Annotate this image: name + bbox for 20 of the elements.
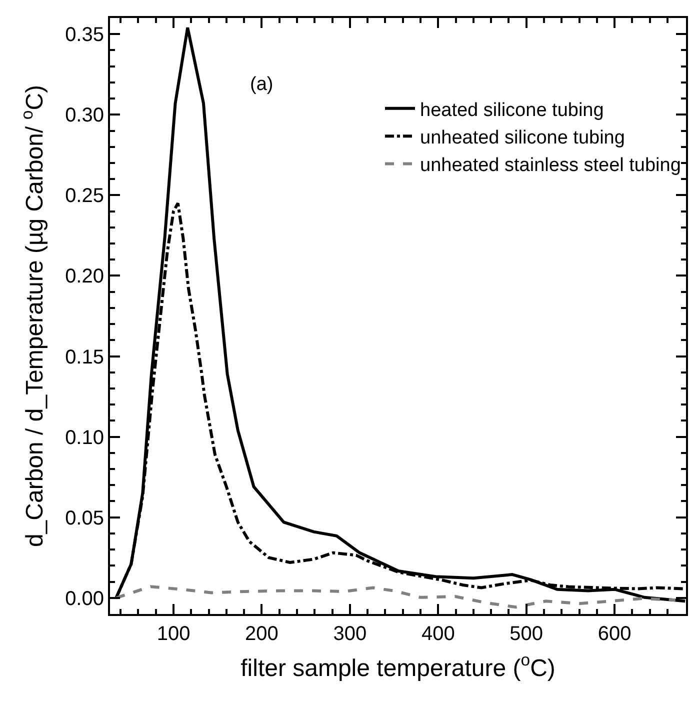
x-tick-label: 500 <box>510 623 544 645</box>
x-tick-label: 600 <box>598 623 632 645</box>
y-tick-label: 0.35 <box>65 24 104 46</box>
y-tick-label: 0.15 <box>65 346 104 368</box>
annotation: (a) <box>250 74 274 95</box>
y-tick-label: 0.05 <box>65 507 104 530</box>
y-tick-label: 0.30 <box>65 104 104 127</box>
x-tick-label: 200 <box>245 623 278 645</box>
x-tick-label: 100 <box>156 623 190 645</box>
line-series <box>114 585 677 609</box>
y-tick-label: 0.00 <box>65 588 104 610</box>
x-tick-label: 400 <box>421 623 455 645</box>
x-axis-title: filter sample temperature ($^{o}$C) <box>240 650 556 682</box>
y-tick-label: 0.20 <box>65 266 104 288</box>
legend-label: unheated silicone tubing <box>420 127 625 148</box>
y-tick-label: 0.10 <box>65 426 104 449</box>
y-tick-label: 0.25 <box>65 185 104 208</box>
legend-label: unheated stainless steel tubing <box>420 155 681 176</box>
legend-label: heated silicone tubing <box>420 100 604 121</box>
x-tick-label: 300 <box>333 623 367 645</box>
